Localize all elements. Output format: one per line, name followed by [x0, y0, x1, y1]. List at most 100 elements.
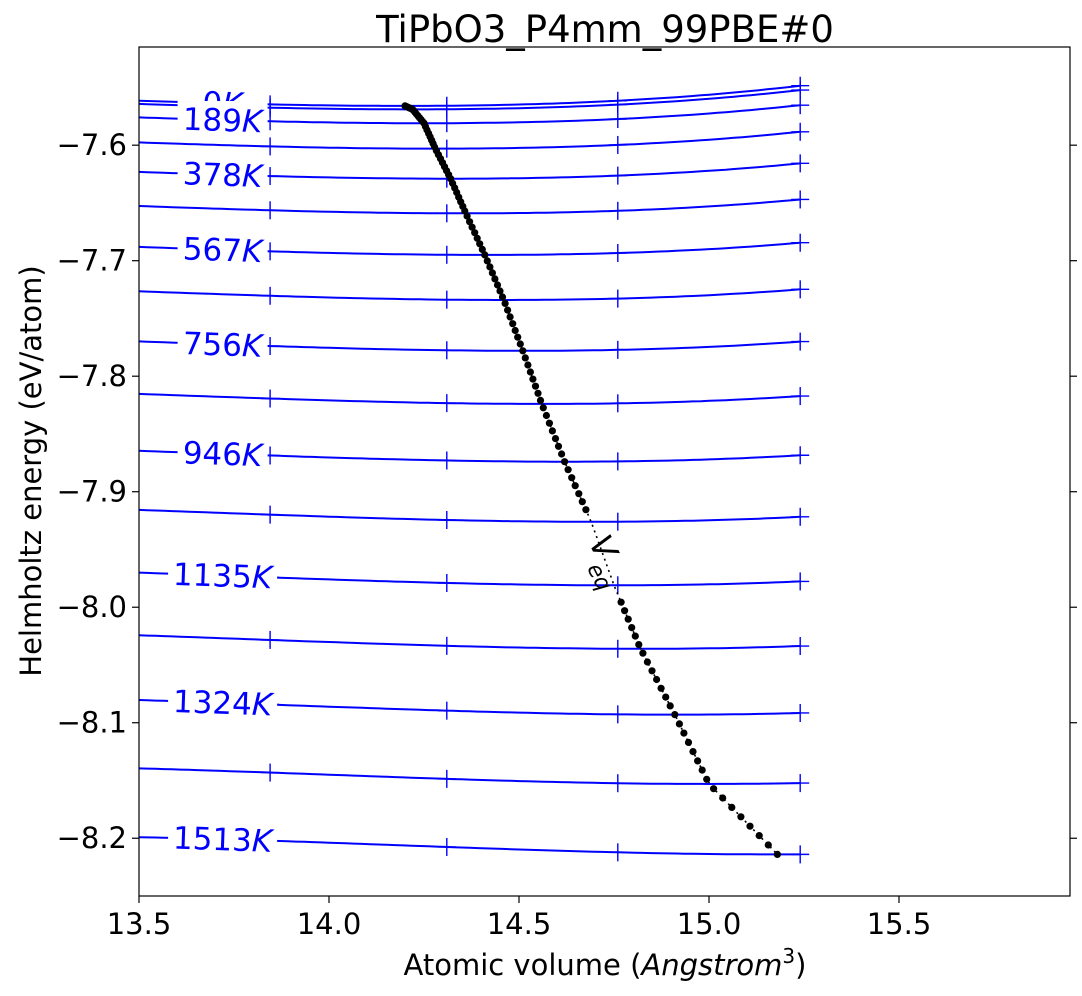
isotherm-marker — [791, 190, 810, 209]
isotherm-label: 756K — [182, 326, 265, 365]
isotherm-marker — [608, 244, 627, 263]
veq-point — [473, 234, 481, 242]
isotherm-line — [139, 634, 801, 650]
isotherm-marker — [608, 639, 627, 658]
veq-point — [506, 313, 514, 321]
isotherm-line — [139, 767, 801, 786]
isotherm-marker — [608, 774, 627, 793]
veq-point — [493, 281, 502, 289]
isotherm-marker — [437, 837, 456, 856]
veq-point — [578, 498, 586, 506]
isotherm-marker — [608, 576, 627, 595]
isotherm-marker — [437, 139, 456, 158]
isotherm-marker — [608, 705, 627, 724]
isotherm-marker — [437, 451, 456, 470]
isotherm-label-background — [177, 434, 268, 471]
isotherm-label-background — [177, 155, 268, 192]
isotherm-layer — [139, 76, 810, 864]
isotherm-marker — [437, 701, 456, 720]
veq-point — [639, 649, 647, 657]
plot-frame — [138, 46, 1071, 897]
isotherm-marker — [608, 289, 627, 308]
veq-point — [483, 257, 491, 265]
isotherm-marker — [791, 845, 810, 864]
veq-point — [666, 702, 674, 710]
isotherm-marker — [791, 446, 810, 465]
veq-point — [521, 354, 529, 362]
isotherm-marker — [437, 510, 456, 529]
veq-point — [486, 263, 494, 271]
isotherm-label-background — [177, 101, 268, 138]
isotherm-marker — [261, 201, 280, 220]
isotherm-marker — [261, 286, 280, 305]
veq-point — [648, 667, 656, 675]
veq-point — [476, 240, 484, 248]
veq-point — [534, 389, 542, 397]
isotherm-marker — [791, 332, 810, 351]
veq-point — [526, 368, 535, 376]
x-axis: 13.5 14.0 14.5 15.0 15.5 — [107, 896, 932, 941]
isotherm-label-background — [168, 820, 278, 857]
isotherm-marker — [791, 572, 810, 591]
veq-point — [509, 320, 517, 328]
isotherm-marker — [261, 389, 280, 408]
isotherm-marker — [437, 769, 456, 788]
veq-point — [542, 411, 551, 420]
veq-point — [539, 404, 547, 412]
veq-point — [536, 396, 545, 404]
veq-point — [516, 340, 524, 348]
veq-point — [498, 293, 507, 301]
isotherm-marker — [791, 154, 810, 173]
y-tick-label: −8.0 — [57, 590, 127, 624]
veq-point — [548, 427, 557, 435]
isotherm-marker — [608, 512, 627, 531]
veq-point — [617, 598, 625, 606]
x-tick-label: 15.5 — [867, 907, 932, 941]
veq-point — [755, 832, 763, 840]
isotherm-label-layer: 0K189K378K567K756K946K1135K1324K1513K — [168, 84, 278, 860]
veq-point — [621, 607, 629, 615]
veq-point — [643, 658, 652, 666]
veq-point — [568, 474, 576, 482]
veq-point — [653, 675, 661, 684]
veq-point — [746, 822, 754, 830]
veq-point — [689, 748, 697, 756]
veq-point — [728, 803, 736, 812]
isotherm-line — [139, 198, 801, 215]
x-tick-label: 15.0 — [677, 907, 742, 941]
isotherm-label-background — [168, 556, 278, 593]
veq-point — [496, 287, 504, 295]
isotherm-label-background — [168, 683, 278, 720]
veq-point — [764, 841, 772, 849]
isotherm-marker — [791, 233, 810, 252]
isotherm-marker — [608, 340, 627, 359]
veq-point — [524, 361, 532, 369]
isotherm-line — [139, 288, 801, 301]
veq-point — [624, 615, 632, 623]
isotherm-marker — [437, 341, 456, 360]
isotherm-marker — [791, 703, 810, 722]
isotherm-marker — [791, 507, 810, 526]
veq-point — [737, 813, 745, 821]
veq-point — [531, 382, 540, 390]
isotherm-marker — [437, 245, 456, 264]
veq-point — [488, 269, 496, 277]
veq-point — [491, 275, 499, 283]
veq-point — [564, 466, 572, 474]
isotherm-marker — [791, 774, 810, 793]
isotherm-label: 189K — [182, 102, 265, 141]
isotherm-marker — [608, 452, 627, 471]
veq-point — [545, 419, 554, 427]
veq-point — [662, 693, 670, 701]
veq-point — [561, 458, 569, 466]
isotherm-marker — [437, 290, 456, 309]
isotherm-marker — [608, 135, 627, 154]
y-tick-label: −7.9 — [57, 475, 127, 509]
isotherm-label: 1135K — [172, 557, 275, 597]
veq-point — [466, 218, 474, 226]
veq-point — [719, 794, 727, 802]
isotherm-marker — [791, 122, 810, 141]
isotherm-label-background — [177, 230, 268, 267]
veq-point — [631, 632, 639, 640]
chart-title: TiPbO3_P4mm_99PBE#0 — [375, 8, 834, 51]
